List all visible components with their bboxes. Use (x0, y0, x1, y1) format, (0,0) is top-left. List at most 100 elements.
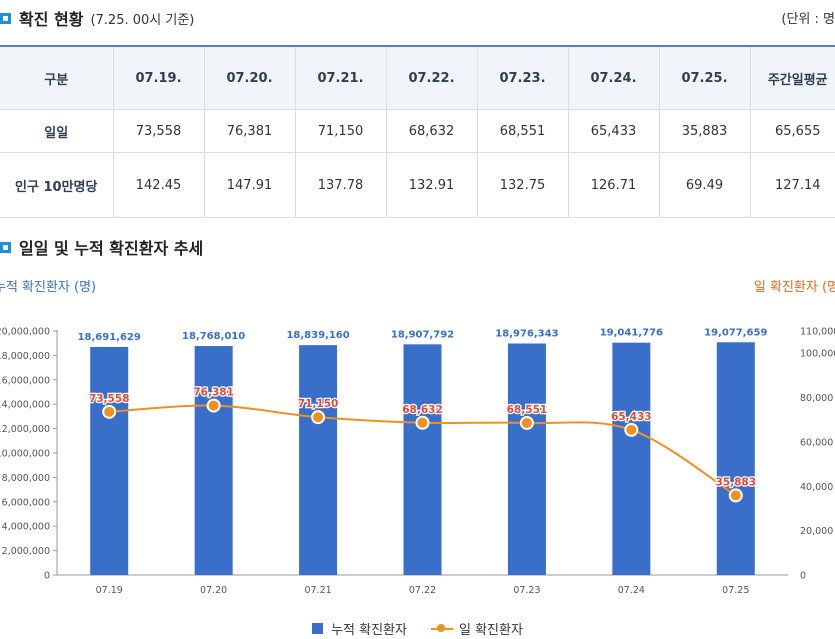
right-tick-label: 0 (800, 571, 806, 582)
daily-value-label: 71,150 (298, 398, 339, 410)
table-header-cell: 07.22. (386, 45, 478, 110)
table-cell: 76,381 (204, 109, 296, 153)
bar-value-label: 18,907,792 (391, 329, 454, 340)
right-tick-label: 40,000 (800, 482, 833, 493)
table-cell: 65,433 (568, 109, 660, 153)
status-title: 확진 현황 (7.25. 00시 기준) (0, 6, 194, 30)
bar-value-label: 18,839,160 (286, 330, 349, 341)
trend-title-text: 일일 및 누적 확진환자 추세 (19, 239, 204, 258)
bar-value-label: 18,768,010 (182, 331, 245, 342)
daily-point (519, 415, 534, 430)
table-cell: 68,551 (477, 109, 569, 153)
x-tick-label: 07.23 (513, 585, 540, 596)
left-tick-label: 16,000,000 (0, 375, 50, 386)
table-cell: 35,883 (659, 109, 751, 153)
table-header-cell: 07.23. (477, 45, 569, 110)
table-header-cell: 07.25. (659, 45, 751, 110)
daily-point (311, 410, 326, 425)
table-cell: 71,150 (295, 109, 387, 153)
bar (403, 344, 442, 575)
left-axis-label: 누적 확진환자 (명) (0, 280, 97, 295)
table-header-cell: 07.24. (568, 45, 660, 110)
legend-item-cumulative[interactable]: 누적 확진환자 (312, 619, 407, 638)
bar (612, 342, 651, 575)
section-bullet-icon (0, 12, 11, 24)
table-row: 인구 10만명당 142.45 147.91 137.78 132.91 132… (0, 152, 835, 218)
table-header-cell: 구분 (0, 45, 114, 110)
left-tick-label: 0 (44, 571, 50, 582)
daily-point (728, 488, 743, 503)
row-label: 인구 10만명당 (0, 152, 114, 218)
bar-swatch-icon (312, 623, 324, 634)
right-tick-label: 110,000 (800, 327, 835, 338)
x-tick-label: 07.25 (722, 585, 749, 596)
left-tick-label: 12,000,000 (0, 424, 50, 435)
table-header-cell: 주간일평균 (750, 45, 835, 110)
daily-point (415, 415, 430, 430)
x-tick-label: 07.22 (409, 585, 436, 596)
bar-value-label: 19,041,776 (600, 328, 663, 339)
section-bullet-icon (0, 241, 11, 253)
daily-value-label: 68,551 (507, 404, 548, 416)
trend-title: 일일 및 누적 확진환자 추세 (0, 235, 203, 259)
bar (90, 346, 129, 575)
left-tick-label: 20,000,000 (0, 327, 50, 338)
unit-label: (단위 : 명 (781, 12, 835, 27)
x-tick-label: 07.19 (96, 585, 123, 596)
right-axis-label: 일 확진환자 (명 (753, 280, 835, 295)
bar-value-label: 19,077,659 (704, 327, 767, 338)
table-header-cell: 07.21. (295, 45, 387, 110)
table-cell: 126.71 (568, 152, 660, 218)
daily-point (206, 398, 221, 413)
bar (507, 343, 546, 575)
line-swatch-icon (430, 623, 453, 634)
table-cell: 132.91 (386, 152, 478, 218)
daily-point (102, 404, 117, 419)
table-cell: 132.75 (477, 152, 569, 218)
table-row: 일일 73,558 76,381 71,150 68,632 68,551 65… (0, 109, 835, 153)
left-tick-label: 4,000,000 (2, 522, 50, 533)
left-tick-label: 6,000,000 (2, 497, 50, 508)
daily-value-label: 76,381 (193, 387, 234, 399)
right-tick-label: 100,000 (800, 349, 835, 360)
table-cell: 69.49 (659, 152, 751, 218)
right-tick-label: 20,000 (800, 526, 833, 537)
bar (194, 346, 233, 575)
bar-value-label: 18,976,343 (495, 328, 558, 339)
daily-point (624, 422, 639, 437)
table-header-cell: 07.19. (113, 45, 205, 110)
left-tick-label: 18,000,000 (0, 351, 50, 362)
table-cell: 127.14 (750, 152, 835, 218)
x-tick-label: 07.20 (200, 585, 227, 596)
table-cell: 137.78 (295, 152, 387, 218)
table-cell: 68,632 (386, 109, 478, 153)
legend-label: 일 확진환자 (458, 623, 523, 638)
x-tick-label: 07.21 (304, 585, 331, 596)
bar (716, 342, 755, 575)
x-tick-label: 07.24 (618, 585, 645, 596)
chart-legend: 누적 확진환자 일 확진환자 (0, 619, 835, 638)
legend-label: 누적 확진환자 (331, 623, 407, 638)
status-subtitle: (7.25. 00시 기준) (90, 12, 195, 28)
daily-value-label: 68,632 (402, 404, 443, 416)
table-cell: 65,655 (750, 109, 835, 153)
daily-value-label: 65,433 (611, 411, 652, 423)
row-label: 일일 (0, 109, 114, 153)
table-header-cell: 07.20. (204, 45, 296, 110)
daily-value-label: 73,558 (89, 393, 130, 405)
bar (299, 345, 338, 575)
left-tick-label: 8,000,000 (2, 473, 50, 484)
left-tick-label: 14,000,000 (0, 400, 50, 411)
right-tick-label: 80,000 (800, 393, 833, 404)
table-header-row: 구분 07.19. 07.20. 07.21. 07.22. 07.23. 07… (0, 45, 835, 110)
legend-item-daily[interactable]: 일 확진환자 (430, 619, 523, 638)
left-tick-label: 2,000,000 (2, 546, 50, 557)
bar-value-label: 18,691,629 (78, 332, 141, 343)
table-cell: 147.91 (204, 152, 296, 218)
right-tick-label: 60,000 (800, 437, 833, 448)
status-title-text: 확진 현황 (19, 10, 84, 29)
left-tick-label: 10,000,000 (0, 449, 50, 460)
table-cell: 142.45 (113, 152, 205, 218)
table-cell: 73,558 (113, 109, 205, 153)
